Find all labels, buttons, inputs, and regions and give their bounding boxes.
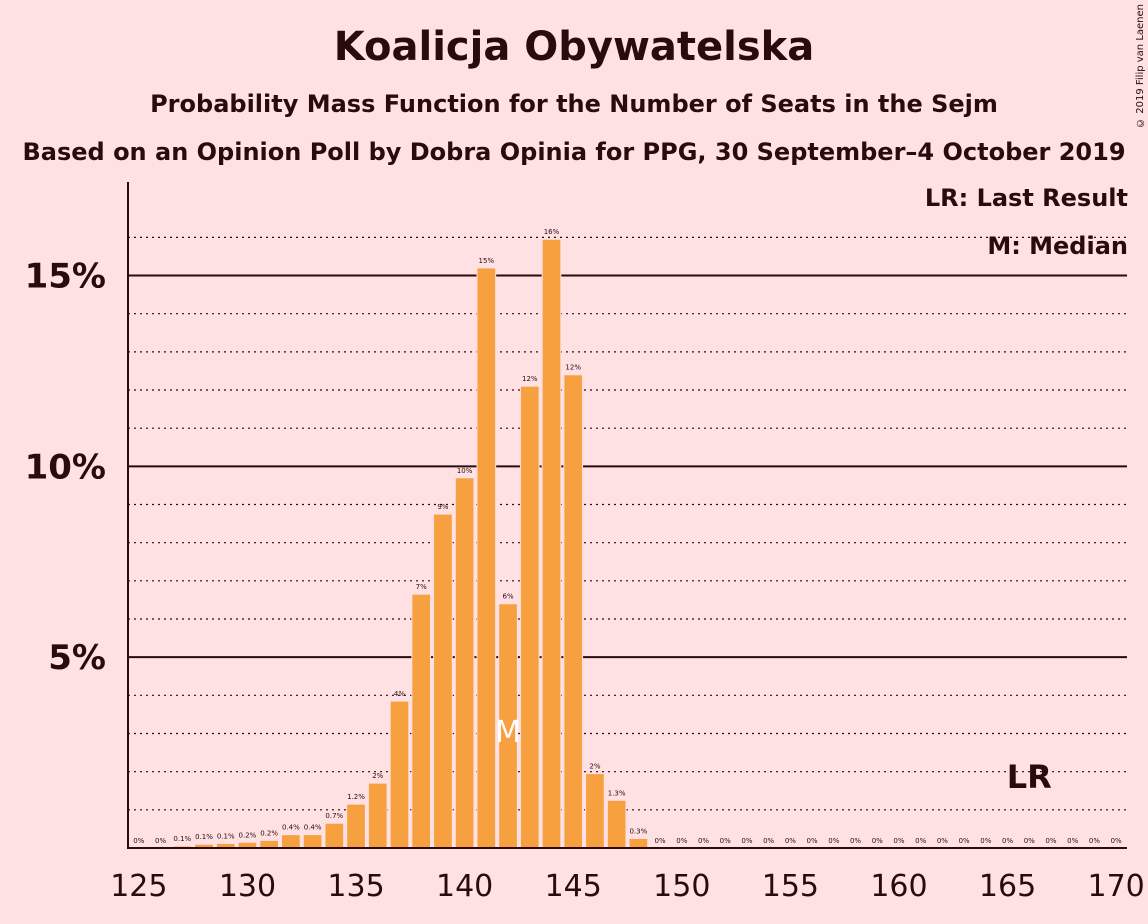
data-label-128: 0.1% <box>195 833 213 841</box>
y-tick-label-10: 10% <box>25 447 106 487</box>
bar-138 <box>411 593 432 849</box>
y-tick-label-5: 5% <box>48 638 106 678</box>
bar-144 <box>541 238 562 849</box>
x-tick-label-170: 170 <box>1088 869 1145 904</box>
data-label-142: 6% <box>502 593 513 601</box>
bar-136 <box>367 782 388 849</box>
chart-title: Koalicja Obywatelska <box>333 24 815 70</box>
data-label-132: 0.4% <box>282 824 300 832</box>
markers: M LR <box>495 715 1052 796</box>
data-label-159: 0% <box>872 837 883 845</box>
bar-148 <box>628 837 649 849</box>
data-label-148: 0.3% <box>629 827 647 835</box>
data-label-169: 0% <box>1089 837 1100 845</box>
data-label-156: 0% <box>807 837 818 845</box>
data-label-163: 0% <box>959 837 970 845</box>
bar-132 <box>281 834 301 849</box>
data-label-154: 0% <box>763 837 774 845</box>
y-tick-label-15: 15% <box>25 257 106 297</box>
bar-133 <box>302 834 323 849</box>
data-label-144: 16% <box>544 228 560 236</box>
data-label-152: 0% <box>720 837 731 845</box>
data-label-133: 0.4% <box>304 824 322 832</box>
x-tick-label-125: 125 <box>110 869 167 904</box>
data-label-129: 0.1% <box>217 832 235 840</box>
data-label-141: 15% <box>479 257 495 265</box>
bar-145 <box>563 374 584 849</box>
data-label-153: 0% <box>741 837 752 845</box>
bar-139 <box>433 513 453 849</box>
axes: 125 130 135 140 145 150 155 160 165 170 5% 10% 15% <box>25 182 1145 904</box>
x-tick-label-145: 145 <box>545 869 602 904</box>
x-tick-label-150: 150 <box>653 869 710 904</box>
x-tick-label-155: 155 <box>762 869 819 904</box>
legend-last-result: LR: Last Result <box>924 184 1128 212</box>
data-label-164: 0% <box>980 837 991 845</box>
data-label-168: 0% <box>1067 837 1078 845</box>
data-label-145: 12% <box>565 364 581 372</box>
data-label-166: 0% <box>1024 837 1035 845</box>
data-label-160: 0% <box>893 837 904 845</box>
data-label-161: 0% <box>915 837 926 845</box>
data-label-150: 0% <box>676 837 687 845</box>
x-tick-label-130: 130 <box>219 869 276 904</box>
data-label-140: 10% <box>457 467 473 475</box>
data-label-155: 0% <box>785 837 796 845</box>
data-label-151: 0% <box>698 837 709 845</box>
bar-series <box>172 238 649 849</box>
data-label-158: 0% <box>850 837 861 845</box>
data-label-136: 2% <box>372 772 383 780</box>
data-label-126: 0% <box>155 837 166 845</box>
bar-134 <box>324 822 345 849</box>
data-label-147: 1.3% <box>608 789 626 797</box>
data-label-125: 0% <box>133 837 144 845</box>
chart-subtitle: Probability Mass Function for the Number… <box>150 90 998 118</box>
data-label-146: 2% <box>589 763 600 771</box>
data-label-127: 0.1% <box>173 835 191 843</box>
bar-147 <box>606 799 627 849</box>
data-label-130: 0.2% <box>239 831 257 839</box>
grid-lines <box>128 236 1127 811</box>
bar-143 <box>519 385 540 849</box>
x-tick-label-160: 160 <box>870 869 927 904</box>
last-result-marker: LR <box>1007 758 1052 796</box>
data-label-134: 0.7% <box>325 812 343 820</box>
data-label-157: 0% <box>828 837 839 845</box>
median-marker: M <box>495 715 521 750</box>
data-label-138: 7% <box>416 583 427 591</box>
x-tick-label-165: 165 <box>979 869 1036 904</box>
data-label-167: 0% <box>1045 837 1056 845</box>
data-label-139: 9% <box>437 503 448 511</box>
bar-146 <box>585 773 605 849</box>
legend-median: M: Median <box>987 232 1128 260</box>
data-label-131: 0.2% <box>260 829 278 837</box>
bar-131 <box>259 839 280 849</box>
bar-140 <box>454 477 475 849</box>
data-label-137: 4% <box>394 690 405 698</box>
data-label-170: 0% <box>1111 837 1122 845</box>
bar-135 <box>346 803 366 849</box>
data-label-162: 0% <box>937 837 948 845</box>
x-tick-label-140: 140 <box>436 869 493 904</box>
x-tick-label-135: 135 <box>327 869 384 904</box>
data-label-135: 1.2% <box>347 793 365 801</box>
bar-141 <box>476 267 497 849</box>
bar-137 <box>389 700 410 849</box>
chart-source: Based on an Opinion Poll by Dobra Opinia… <box>22 138 1126 166</box>
data-label-165: 0% <box>1002 837 1013 845</box>
data-labels: 0% 0% 0.1% 0.1% 0.1% 0.2% 0.2%0.4% 0.4%0.7%1.2%… <box>133 228 1122 845</box>
data-label-143: 12% <box>522 375 538 383</box>
data-label-149: 0% <box>655 837 666 845</box>
